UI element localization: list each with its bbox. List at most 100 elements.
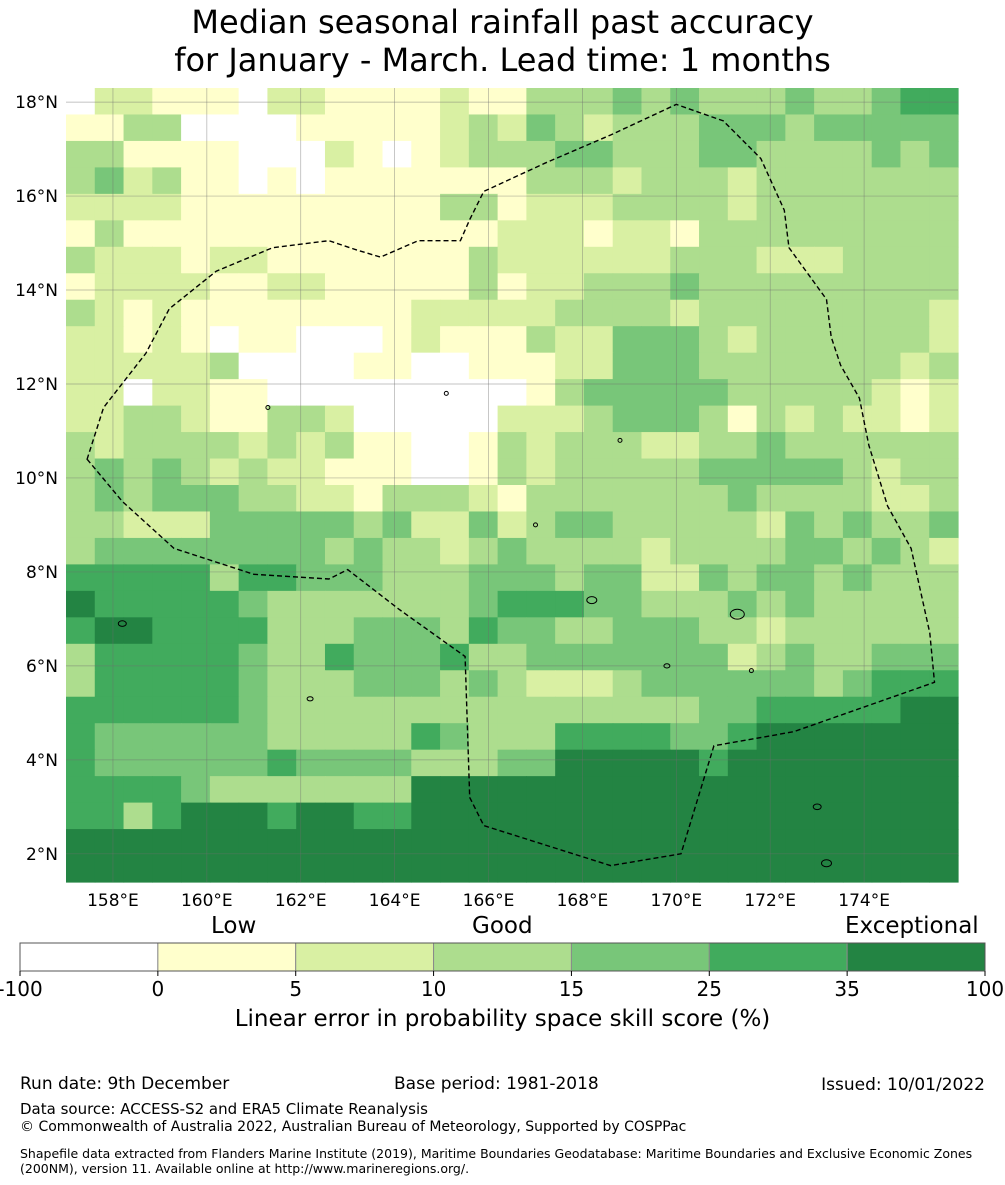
skill-cell (209, 829, 240, 857)
lon-tick-label: 172°E (744, 891, 796, 911)
skill-cell (871, 458, 902, 486)
skill-cell (814, 458, 844, 486)
skill-cell (267, 167, 297, 195)
skill-cell (900, 246, 930, 274)
skill-cell (382, 220, 412, 248)
skill-cell (555, 88, 585, 116)
skill-cell (238, 352, 269, 380)
skill-cell (353, 193, 384, 221)
skill-cell (641, 802, 671, 830)
skill-cell (238, 485, 269, 513)
skill-cell (699, 670, 729, 698)
skill-cell (814, 193, 844, 221)
skill-cell (555, 829, 585, 857)
skill-cell (209, 776, 240, 804)
skill-cell (353, 379, 384, 407)
skill-cell (612, 167, 643, 195)
skill-cell (382, 511, 412, 539)
skill-cell (785, 246, 815, 274)
skill-cell (526, 537, 556, 565)
skill-cell (727, 855, 758, 883)
skill-cell (324, 299, 355, 327)
colorbar-tick-label: 10 (421, 977, 446, 1001)
skill-cell (583, 405, 614, 433)
eez-boundary (86, 103, 936, 867)
skill-cell (181, 299, 211, 327)
skill-cell (612, 114, 643, 142)
skill-cell (555, 299, 585, 327)
skill-cell (66, 88, 96, 116)
skill-cell (181, 140, 211, 168)
skill-cell (497, 590, 527, 618)
colorbar-swatch (846, 942, 986, 972)
colorbar-swatch (295, 942, 435, 972)
skill-cell (727, 167, 758, 195)
skill-cell (238, 379, 269, 407)
skill-cell (814, 299, 844, 327)
skill-cell (785, 617, 815, 645)
skill-cell (152, 723, 182, 751)
skill-cell (94, 802, 125, 830)
skill-cell (238, 855, 269, 883)
skill-cell (181, 590, 211, 618)
skill-cell (929, 299, 959, 327)
skill-cell (382, 855, 412, 883)
skill-cell (929, 114, 959, 142)
skill-cell (66, 670, 96, 698)
skill-cell (181, 802, 211, 830)
skill-cell (526, 405, 556, 433)
skill-cell (871, 749, 902, 777)
skill-cell (94, 829, 125, 857)
skill-cell (468, 776, 499, 804)
skill-cell (267, 405, 297, 433)
colorbar-tick-label: 25 (697, 977, 722, 1001)
skill-cell (871, 193, 902, 221)
skill-cell (756, 220, 786, 248)
skill-cell (209, 299, 240, 327)
skill-cell (382, 617, 412, 645)
skill-cell (382, 670, 412, 698)
skill-cell (756, 723, 786, 751)
skill-cell (382, 802, 412, 830)
skill-cell (526, 776, 556, 804)
skill-cell (871, 299, 902, 327)
island-outline (533, 522, 538, 528)
skill-cell (181, 749, 211, 777)
skill-cell (267, 140, 297, 168)
skill-cell (727, 299, 758, 327)
skill-cell (324, 220, 355, 248)
skill-cell (497, 855, 527, 883)
skill-cell (871, 167, 902, 195)
skill-cell (382, 696, 412, 724)
skill-cell (497, 88, 527, 116)
skill-cell (123, 723, 153, 751)
skill-cell (152, 749, 182, 777)
skill-cell (641, 617, 671, 645)
skill-cell (555, 564, 585, 592)
skill-cell (670, 432, 700, 460)
skill-cell (468, 220, 499, 248)
skill-cell (699, 802, 729, 830)
skill-cell (583, 776, 614, 804)
skill-cell (583, 485, 614, 513)
skill-cell (727, 114, 758, 142)
lon-tick-label: 160°E (181, 891, 233, 911)
skill-cell (468, 167, 499, 195)
skill-cell (583, 220, 614, 248)
skill-cell (526, 352, 556, 380)
skill-cell (238, 696, 269, 724)
skill-cell (900, 696, 930, 724)
skill-cell (209, 802, 240, 830)
skill-cell (152, 352, 182, 380)
skill-cell (727, 802, 758, 830)
skill-cell (382, 749, 412, 777)
skill-cell (526, 855, 556, 883)
skill-cell (871, 564, 902, 592)
skill-cell (670, 670, 700, 698)
skill-cell (238, 114, 269, 142)
lon-tick-label: 168°E (557, 891, 609, 911)
skill-cell (66, 352, 96, 380)
skill-cell (238, 220, 269, 248)
skill-cell (900, 829, 930, 857)
skill-cell (440, 696, 470, 724)
